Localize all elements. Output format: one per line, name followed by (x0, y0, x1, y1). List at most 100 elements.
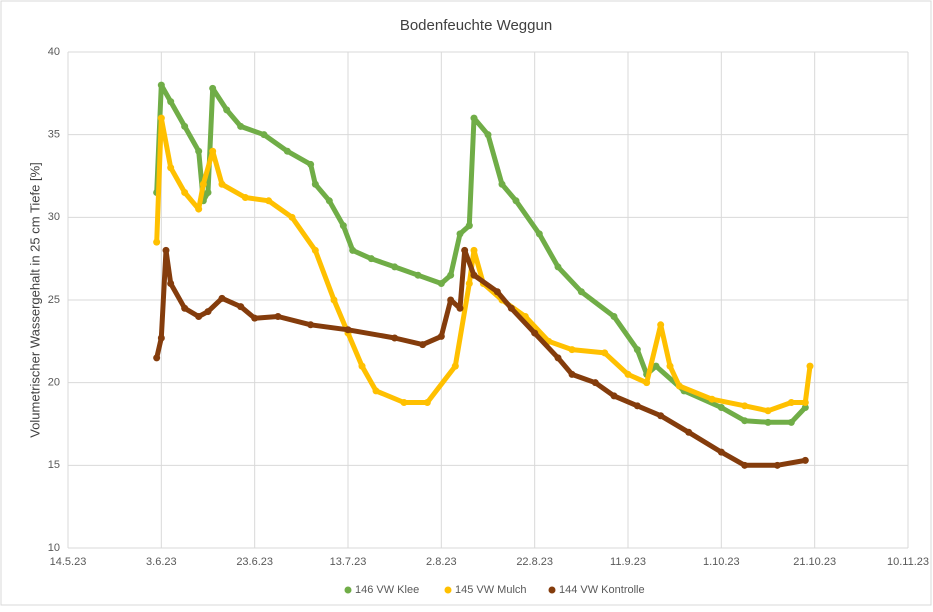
data-point (167, 279, 175, 287)
data-point (307, 321, 315, 329)
data-point (633, 402, 641, 410)
data-point (787, 399, 795, 407)
data-point (167, 98, 175, 106)
data-point (265, 197, 273, 205)
data-point (349, 246, 357, 254)
data-point (372, 387, 380, 395)
data-point (498, 180, 506, 188)
data-point (456, 304, 464, 312)
chart-title: Bodenfeuchte Weggun (400, 17, 552, 34)
x-tick-label: 14.5.23 (50, 556, 87, 568)
data-point (643, 379, 651, 387)
data-point (657, 321, 665, 329)
data-point (204, 189, 212, 197)
data-point (237, 303, 245, 311)
data-point (153, 354, 161, 362)
data-point (260, 131, 268, 139)
data-point (717, 403, 725, 411)
data-point (568, 346, 576, 354)
data-point (195, 205, 203, 213)
x-tick-label: 3.6.23 (146, 556, 177, 568)
y-tick-label: 40 (48, 46, 60, 58)
data-point (801, 403, 809, 411)
data-point (801, 399, 809, 407)
data-point (274, 313, 282, 321)
y-tick-label: 20 (48, 377, 60, 389)
data-point (325, 197, 333, 205)
series-line (154, 247, 808, 468)
legend-label: 145 VW Mulch (455, 584, 527, 596)
data-point (367, 255, 375, 263)
data-point (157, 334, 165, 342)
data-point (414, 271, 422, 279)
data-point (181, 122, 189, 130)
data-point (344, 326, 352, 334)
data-point (447, 296, 455, 304)
data-point (204, 308, 212, 316)
data-point (195, 147, 203, 155)
data-point (764, 407, 772, 415)
series-line (154, 115, 813, 414)
data-point (251, 314, 259, 322)
y-tick-label: 30 (48, 211, 60, 223)
data-point (652, 362, 660, 370)
data-point (465, 222, 473, 230)
x-tick-label: 11.9.23 (610, 556, 646, 568)
legend-label: 144 VW Kontrolle (559, 584, 645, 596)
data-point (157, 81, 165, 89)
y-tick-label: 15 (48, 459, 60, 471)
data-point (311, 246, 319, 254)
data-point (307, 160, 315, 168)
data-point (708, 395, 716, 403)
data-point (423, 399, 431, 407)
data-point (451, 362, 459, 370)
x-tick-label: 10.11.23 (887, 556, 929, 568)
data-point (470, 114, 478, 122)
data-point (153, 238, 161, 246)
data-point (633, 346, 641, 354)
data-point (465, 279, 473, 287)
data-point (181, 304, 189, 312)
data-point (330, 296, 338, 304)
x-tick-label: 13.7.23 (330, 556, 367, 568)
data-point (577, 288, 585, 296)
y-tick-label: 25 (48, 294, 60, 306)
data-point (801, 456, 809, 464)
data-point (237, 122, 245, 130)
data-point (391, 263, 399, 271)
data-point (162, 246, 170, 254)
data-point (437, 279, 445, 287)
data-point (531, 329, 539, 337)
data-point (666, 362, 674, 370)
data-point (241, 193, 249, 201)
data-point (283, 147, 291, 155)
data-point (195, 313, 203, 321)
data-point (461, 246, 469, 254)
data-point (657, 412, 665, 420)
data-point (764, 418, 772, 426)
data-point (209, 147, 217, 155)
data-point (741, 461, 749, 469)
data-point (209, 84, 217, 92)
data-point (456, 230, 464, 238)
data-point (624, 370, 632, 378)
data-point (288, 213, 296, 221)
data-point (806, 362, 814, 370)
legend-marker (344, 586, 352, 594)
data-point (400, 399, 408, 407)
data-point (554, 263, 562, 271)
x-tick-label: 2.8.23 (426, 556, 457, 568)
data-point (512, 197, 520, 205)
data-point (223, 106, 231, 114)
legend-marker (444, 586, 452, 594)
data-point (311, 180, 319, 188)
data-point (484, 131, 492, 139)
data-point (773, 461, 781, 469)
data-point (470, 246, 478, 254)
x-tick-label: 22.8.23 (516, 556, 553, 568)
data-point (157, 114, 165, 122)
data-point (591, 379, 599, 387)
data-point (167, 164, 175, 172)
data-point (199, 180, 207, 188)
data-point (447, 271, 455, 279)
